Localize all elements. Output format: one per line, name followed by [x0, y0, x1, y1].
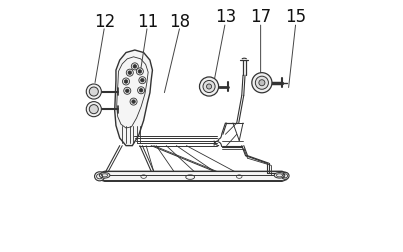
Polygon shape [115, 51, 152, 146]
Circle shape [199, 78, 218, 97]
Circle shape [124, 80, 128, 84]
Circle shape [137, 87, 145, 94]
Circle shape [206, 85, 212, 90]
Text: 18: 18 [170, 13, 191, 31]
Circle shape [123, 79, 129, 86]
Text: 12: 12 [94, 13, 115, 31]
Circle shape [89, 105, 98, 114]
Circle shape [132, 101, 135, 104]
Circle shape [126, 70, 133, 77]
Circle shape [124, 88, 131, 95]
Circle shape [256, 77, 268, 90]
Circle shape [141, 79, 144, 83]
Circle shape [138, 70, 141, 74]
Circle shape [259, 80, 265, 86]
Circle shape [89, 88, 98, 97]
Text: 11: 11 [137, 13, 158, 31]
Text: 13: 13 [215, 8, 236, 26]
Circle shape [125, 90, 129, 93]
Polygon shape [96, 172, 288, 182]
Circle shape [133, 65, 137, 69]
Ellipse shape [100, 173, 110, 178]
Ellipse shape [95, 172, 105, 181]
Circle shape [131, 64, 138, 71]
Circle shape [130, 99, 137, 106]
Ellipse shape [282, 173, 289, 180]
Circle shape [136, 69, 143, 76]
Circle shape [139, 77, 146, 84]
Circle shape [252, 73, 272, 93]
Circle shape [86, 85, 102, 100]
Text: 15: 15 [285, 8, 306, 26]
Circle shape [86, 102, 102, 117]
Circle shape [139, 89, 143, 93]
Ellipse shape [274, 173, 285, 178]
Circle shape [203, 81, 215, 93]
Circle shape [128, 72, 131, 75]
Text: 17: 17 [250, 8, 271, 26]
